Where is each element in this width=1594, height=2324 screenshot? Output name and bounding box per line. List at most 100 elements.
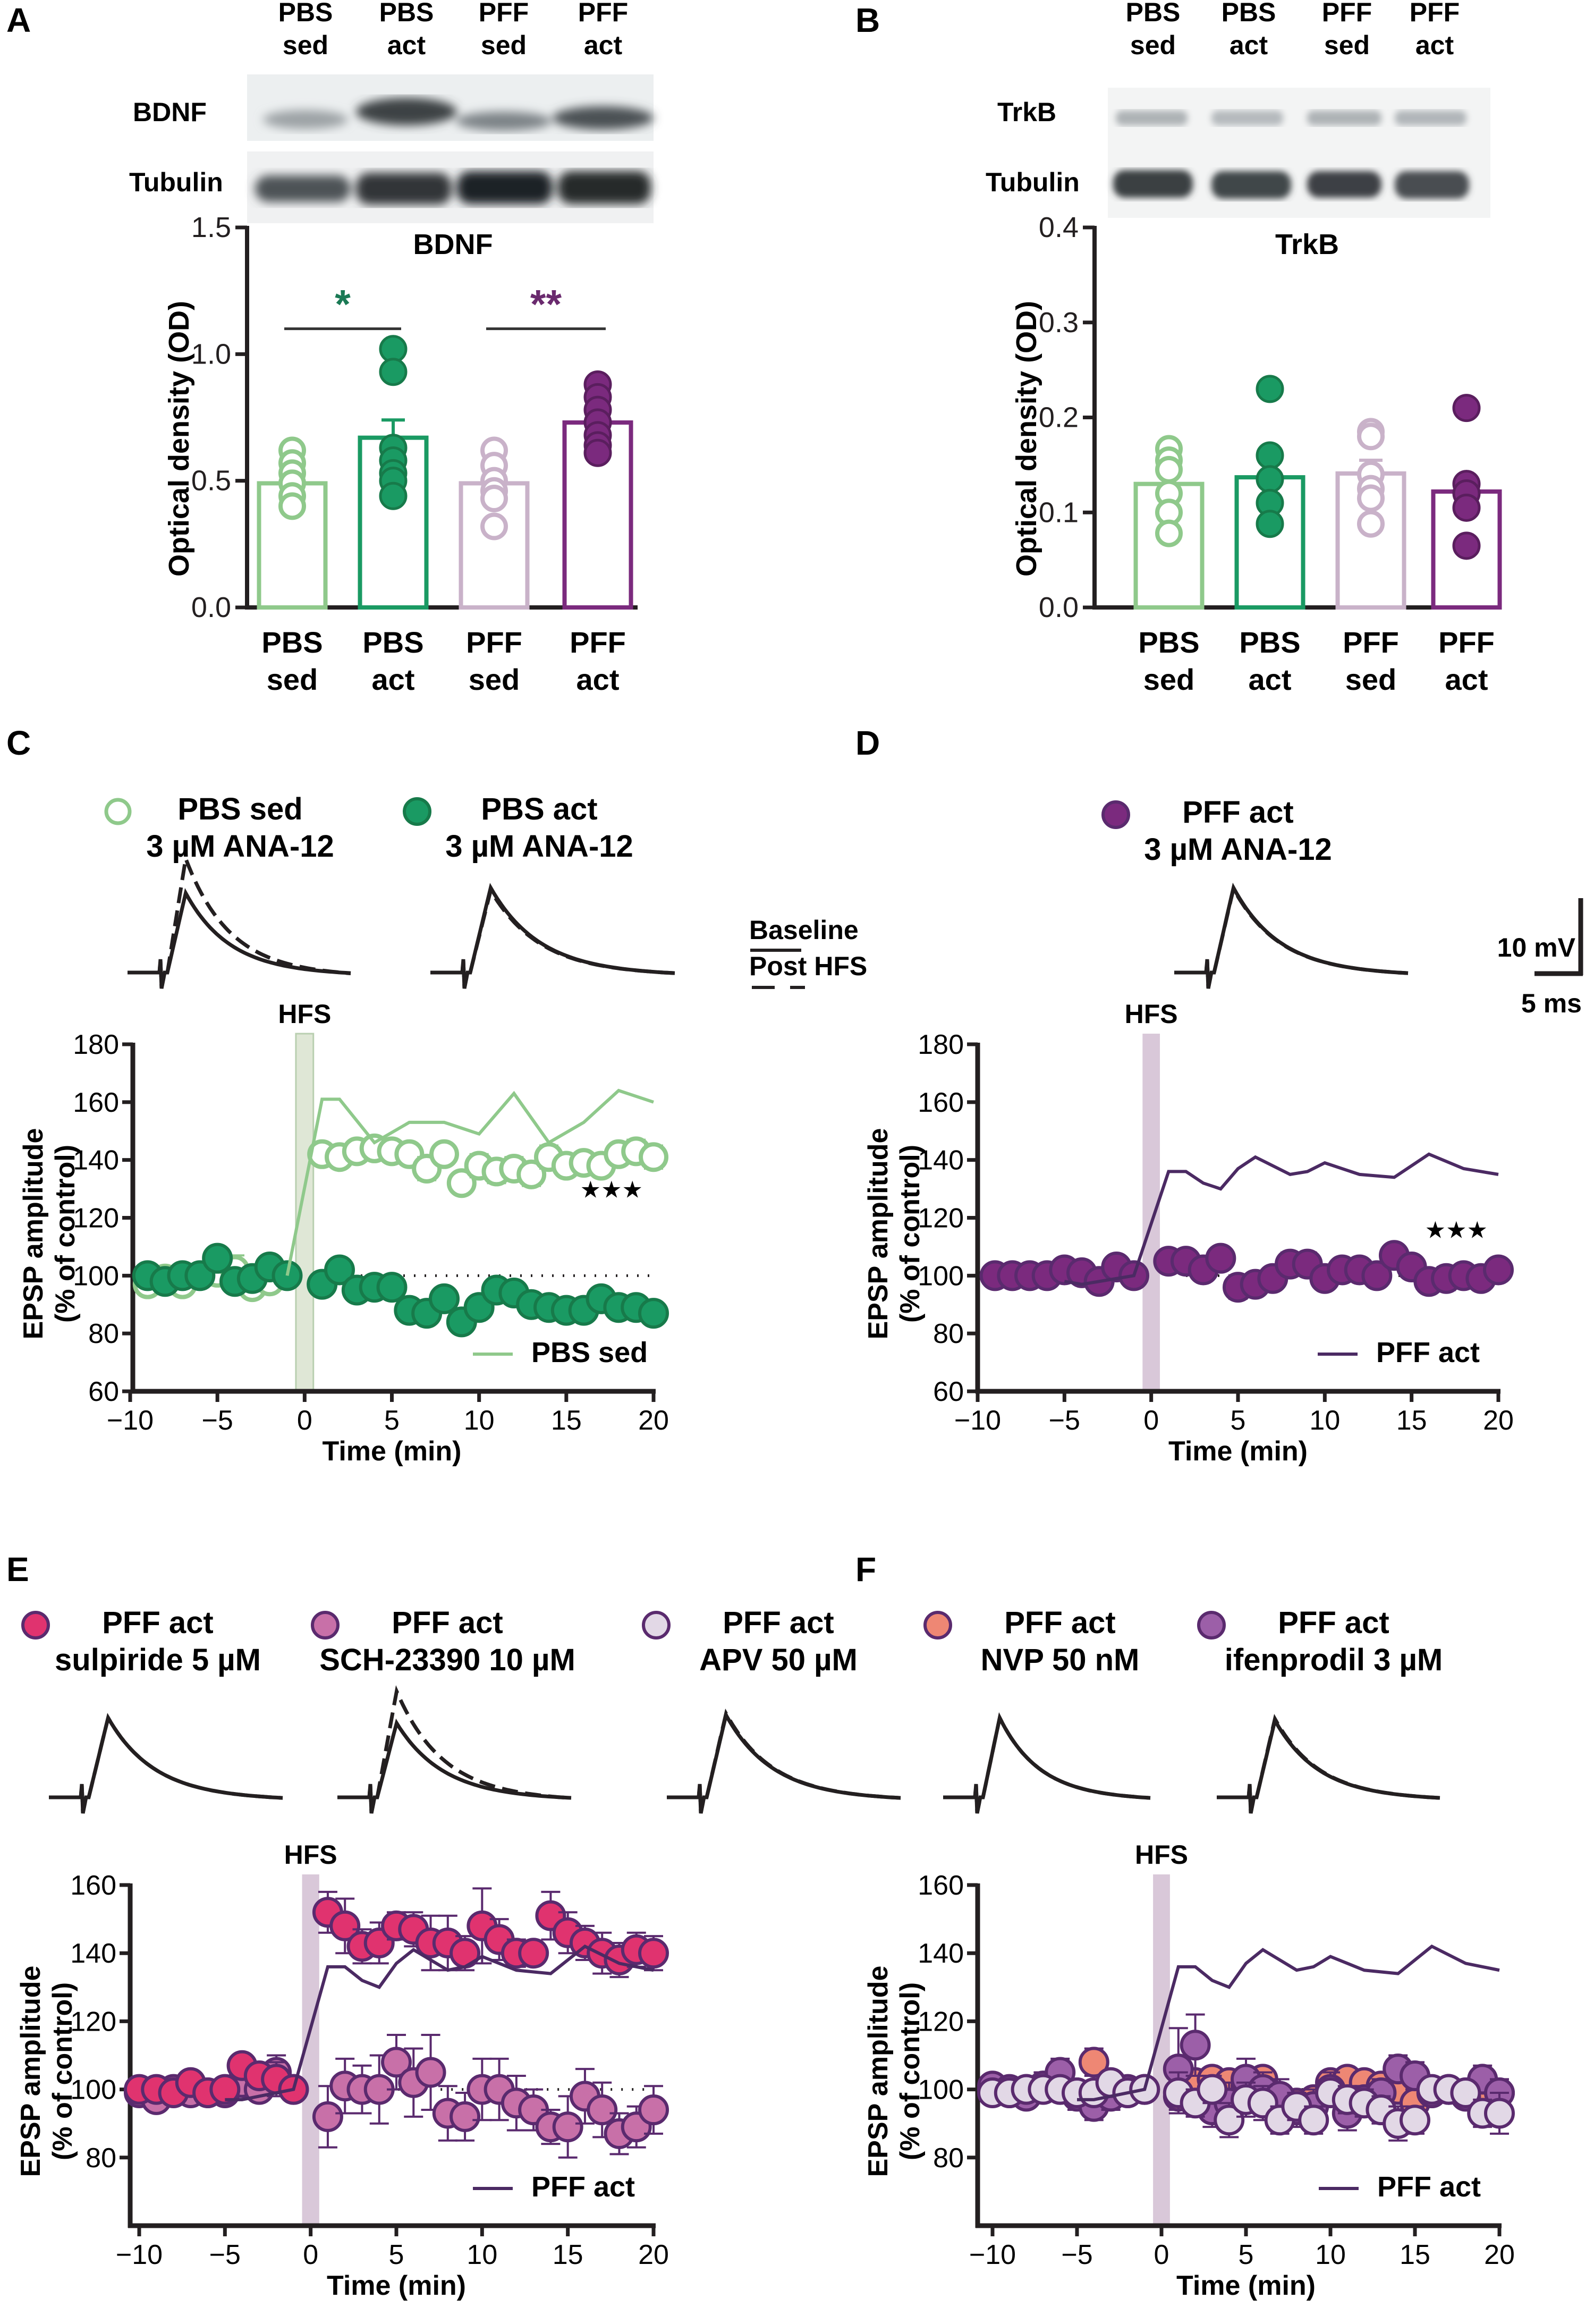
data-point	[1214, 2105, 1245, 2136]
y-tick-label: 0.0	[191, 591, 231, 623]
data-point	[1155, 455, 1183, 484]
data-point	[450, 2101, 481, 2132]
data-point	[1361, 1260, 1393, 1291]
blot-row-label-tubulin-b: Tubulin	[986, 167, 1080, 197]
x-tick-label: 10	[467, 2240, 497, 2270]
legend-marker-icon	[311, 1611, 340, 1640]
legend-sublabel: 3 µM ANA-12	[445, 829, 633, 864]
x-tick-label: −10	[116, 2240, 163, 2270]
series	[124, 1887, 669, 2109]
x-tick-label: −10	[954, 1405, 1001, 1436]
panel-label-d: D	[855, 724, 880, 762]
y-tick-label: 160	[70, 1870, 116, 1901]
data-point	[1357, 510, 1385, 538]
lane-label-a-3b: act	[584, 30, 623, 60]
x-tick-label: sed	[1143, 663, 1195, 696]
y-tick-label: 180	[918, 1029, 964, 1060]
data-point	[480, 512, 508, 540]
hfs-label: HFS	[284, 1840, 337, 1870]
data-point	[552, 2111, 583, 2143]
legend-label: PFF act	[392, 1605, 503, 1640]
x-tick-label: 20	[638, 2240, 669, 2270]
blot-row-label-trkb: TrkB	[997, 97, 1056, 127]
trace-ifenprodil	[1217, 1713, 1440, 1814]
y-axis-label: Optical density (OD)	[163, 301, 195, 577]
legend-sublabel: APV 50 µM	[699, 1643, 858, 1677]
trace-legend: Baseline Post HFS	[749, 915, 867, 989]
blot-bdnf-bands	[263, 98, 654, 131]
lane-label-b-3b: act	[1415, 30, 1454, 60]
panel-label-b: B	[855, 1, 880, 39]
hfs-label: HFS	[1135, 1840, 1188, 1870]
data-point	[202, 1243, 233, 1274]
y-tick-label: 100	[70, 2075, 116, 2106]
data-point	[1205, 1243, 1236, 1274]
time-course-chart-f: HFS 80 100 120 140 160 −10 −5 0 5 10 15 20 Time (min)…	[863, 1840, 1515, 2301]
x-tick-label: 20	[1484, 2240, 1515, 2270]
y-tick-label: 160	[918, 1870, 964, 1901]
y-axis-label: EPSP amplitude	[863, 1966, 894, 2177]
panel-label-c: C	[6, 724, 31, 762]
data-point	[329, 1910, 361, 1941]
legend-label: PFF act	[723, 1605, 834, 1640]
data-point	[638, 1938, 669, 1969]
legend-marker-icon	[923, 1611, 952, 1640]
significance-marker: **	[530, 282, 562, 327]
legend-sublabel: ifenprodil 3 µM	[1225, 1643, 1443, 1677]
legend-marker-icon	[1101, 800, 1130, 829]
trace-nvp	[943, 1712, 1151, 1814]
data-point	[516, 1159, 547, 1189]
blot-row-label-tubulin-a: Tubulin	[129, 167, 223, 197]
legend-sublabel: 3 µM ANA-12	[1144, 832, 1332, 867]
y-tick-label: 80	[933, 2143, 964, 2174]
data-point	[429, 1283, 460, 1314]
x-tick-label: PFF	[570, 626, 626, 659]
x-tick-label: 15	[1396, 1405, 1427, 1436]
y-tick-label: 120	[918, 1203, 964, 1234]
blot-tubulin-a-bands	[255, 171, 651, 205]
data-point	[1180, 2030, 1211, 2061]
x-tick-label: 0	[1154, 2240, 1169, 2270]
legend-marker-icon	[642, 1611, 671, 1640]
trace-apv	[667, 1709, 901, 1814]
data-point	[1400, 2105, 1430, 2136]
x-tick-label: 0	[297, 1405, 312, 1436]
series	[977, 2067, 1515, 2142]
reference-line-series	[1064, 1152, 1499, 1286]
x-tick-label: −10	[107, 1405, 154, 1436]
y-tick-label: 100	[918, 1261, 964, 1291]
x-tick-label: 0	[1143, 1405, 1159, 1436]
y-axis-label: EPSP amplitude	[15, 1966, 46, 2177]
data-point	[587, 2094, 618, 2126]
data-point	[1298, 2105, 1329, 2136]
panel-label-e: E	[6, 1550, 29, 1588]
hfs-label: HFS	[278, 999, 331, 1029]
y-axis-label-line2: (% of control)	[50, 1145, 81, 1323]
y-tick-label: 80	[933, 1319, 964, 1349]
x-tick-label: 5	[1239, 2240, 1254, 2270]
x-tick-label: 10	[1315, 2240, 1346, 2270]
x-tick-label: 10	[1309, 1405, 1340, 1436]
y-tick-label: 1.0	[191, 338, 231, 370]
x-tick-label: PBS	[1239, 626, 1300, 659]
y-tick-label: 120	[70, 2006, 116, 2037]
lane-label-b-3a: PFF	[1410, 0, 1460, 27]
data-point	[1452, 493, 1481, 522]
lane-label-a-2a: PFF	[479, 0, 529, 27]
data-point	[1357, 484, 1385, 512]
y-tick-label: 100	[918, 2075, 964, 2106]
y-axis-label: Optical density (OD)	[1011, 301, 1042, 577]
blot-trkb-bands	[1116, 111, 1466, 125]
data-point	[278, 492, 306, 520]
lane-label-b-2b: sed	[1324, 30, 1370, 60]
legend-label: PFF act	[1004, 1605, 1116, 1640]
data-point	[379, 358, 408, 386]
lane-label-a-0a: PBS	[278, 0, 333, 27]
trace-sch23390	[337, 1685, 572, 1814]
legend-label: PFF act	[102, 1605, 214, 1640]
panel-label-a: A	[6, 1, 31, 39]
